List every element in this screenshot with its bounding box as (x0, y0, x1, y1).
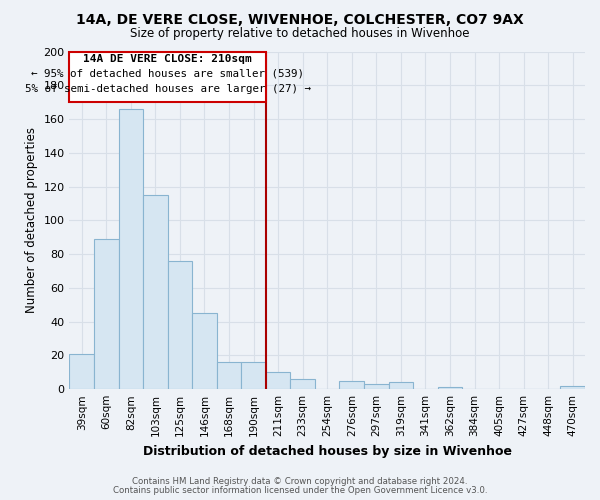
Text: 14A DE VERE CLOSE: 210sqm: 14A DE VERE CLOSE: 210sqm (83, 54, 252, 64)
Bar (192, 313, 217, 389)
Text: 5% of semi-detached houses are larger (27) →: 5% of semi-detached houses are larger (2… (25, 84, 311, 94)
FancyBboxPatch shape (70, 52, 266, 102)
Bar (217, 362, 241, 389)
Bar (167, 261, 192, 389)
Bar (340, 380, 364, 389)
Bar (119, 109, 143, 389)
Bar (241, 362, 266, 389)
Text: Contains HM Land Registry data © Crown copyright and database right 2024.: Contains HM Land Registry data © Crown c… (132, 477, 468, 486)
Bar (94, 239, 119, 389)
Bar (560, 386, 585, 389)
Bar (389, 382, 413, 389)
Y-axis label: Number of detached properties: Number of detached properties (25, 128, 38, 314)
Text: Size of property relative to detached houses in Wivenhoe: Size of property relative to detached ho… (130, 28, 470, 40)
Bar (290, 379, 315, 389)
Bar (266, 372, 290, 389)
Text: 14A, DE VERE CLOSE, WIVENHOE, COLCHESTER, CO7 9AX: 14A, DE VERE CLOSE, WIVENHOE, COLCHESTER… (76, 12, 524, 26)
X-axis label: Distribution of detached houses by size in Wivenhoe: Distribution of detached houses by size … (143, 444, 512, 458)
Bar (364, 384, 389, 389)
Text: ← 95% of detached houses are smaller (539): ← 95% of detached houses are smaller (53… (31, 68, 304, 78)
Text: Contains public sector information licensed under the Open Government Licence v3: Contains public sector information licen… (113, 486, 487, 495)
Bar (143, 195, 167, 389)
Bar (437, 388, 462, 389)
Bar (70, 354, 94, 389)
